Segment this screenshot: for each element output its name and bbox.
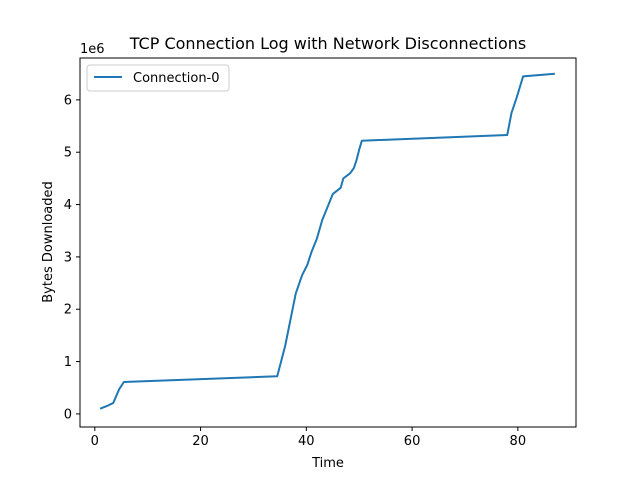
y-tick-label: 6 (64, 93, 72, 108)
x-axis-label: Time (311, 456, 344, 471)
legend: Connection-0 (86, 64, 230, 92)
legend-label-connection-0: Connection-0 (133, 71, 220, 86)
y-tick-label: 4 (64, 198, 72, 213)
series-line-connection-0 (99, 72, 555, 410)
plot-frame (79, 57, 577, 428)
x-tick-label: 20 (192, 434, 209, 449)
y-axis-offset-label: 1e6 (80, 42, 105, 57)
y-tick-label: 2 (64, 303, 72, 318)
x-tick-label: 80 (510, 434, 527, 449)
series-layer (99, 72, 555, 410)
y-tick-label: 0 (64, 407, 72, 422)
x-tick-label: 0 (91, 434, 99, 449)
y-tick-label: 1 (64, 355, 72, 370)
x-axis: 0 20 40 60 80 (91, 427, 526, 449)
plot-area (79, 57, 577, 428)
y-axis-label: Bytes Downloaded (41, 181, 56, 302)
y-tick-label: 5 (64, 146, 72, 161)
y-axis: 0 1 2 3 4 5 6 (64, 93, 80, 422)
x-tick-label: 40 (298, 434, 315, 449)
y-tick-label: 3 (64, 250, 72, 265)
legend-box (86, 64, 230, 92)
x-tick-label: 60 (404, 434, 421, 449)
chart-title: TCP Connection Log with Network Disconne… (129, 34, 527, 53)
